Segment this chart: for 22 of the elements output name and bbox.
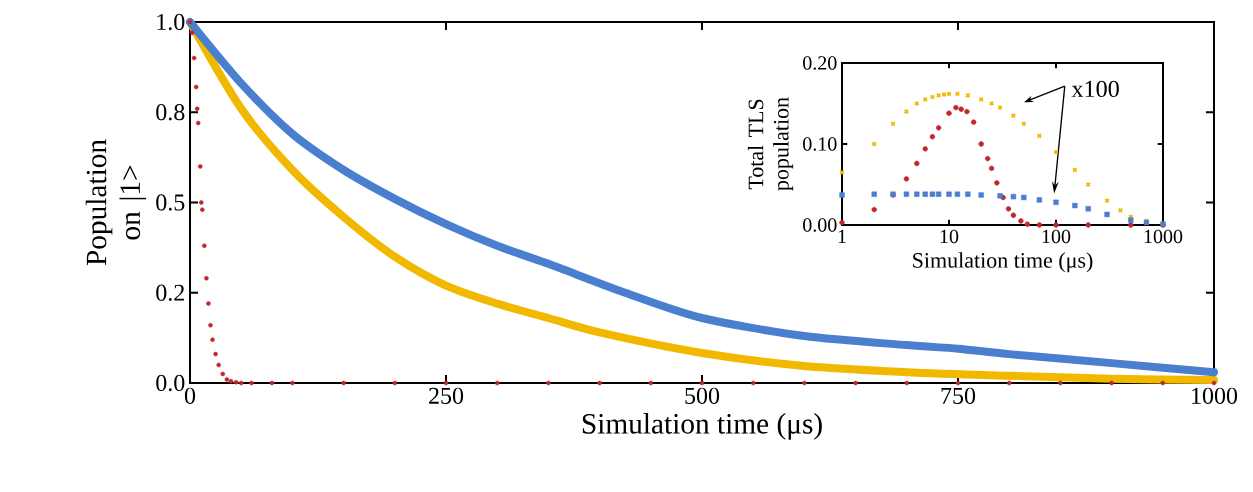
x-tick-label: 100 [1042,229,1071,244]
y-tick-label: 0.00 [803,218,837,232]
y-tick-label: 0.2 [156,284,184,301]
y-axis-title: Population on |1> [85,139,147,266]
x-axis-title: Simulation time (μs) [582,413,822,440]
x-tick-label: 10 [940,229,959,244]
x-tick-label: 1000 [1192,387,1238,404]
x-tick-label: 1 [838,229,846,243]
x-tick-label: 0 [184,387,196,404]
x-axis-title: Simulation time (μs) [913,252,1093,273]
y-tick-label: 0.20 [803,56,837,70]
y-tick-label: 0.10 [803,137,837,151]
x-tick-label: 1000 [1144,229,1183,244]
y-axis-title: Total TLS population [747,97,794,191]
y-tick-label: 1.0 [157,13,185,31]
y-tick-label: 0.8 [156,104,185,121]
x-tick-label: 250 [429,387,464,404]
x-tick-label: 750 [941,387,976,404]
y-tick-label: 0.0 [156,374,185,392]
x-tick-label: 500 [685,387,720,404]
y-tick-label: 0.5 [156,194,185,211]
annotation: x100 [1071,80,1119,98]
